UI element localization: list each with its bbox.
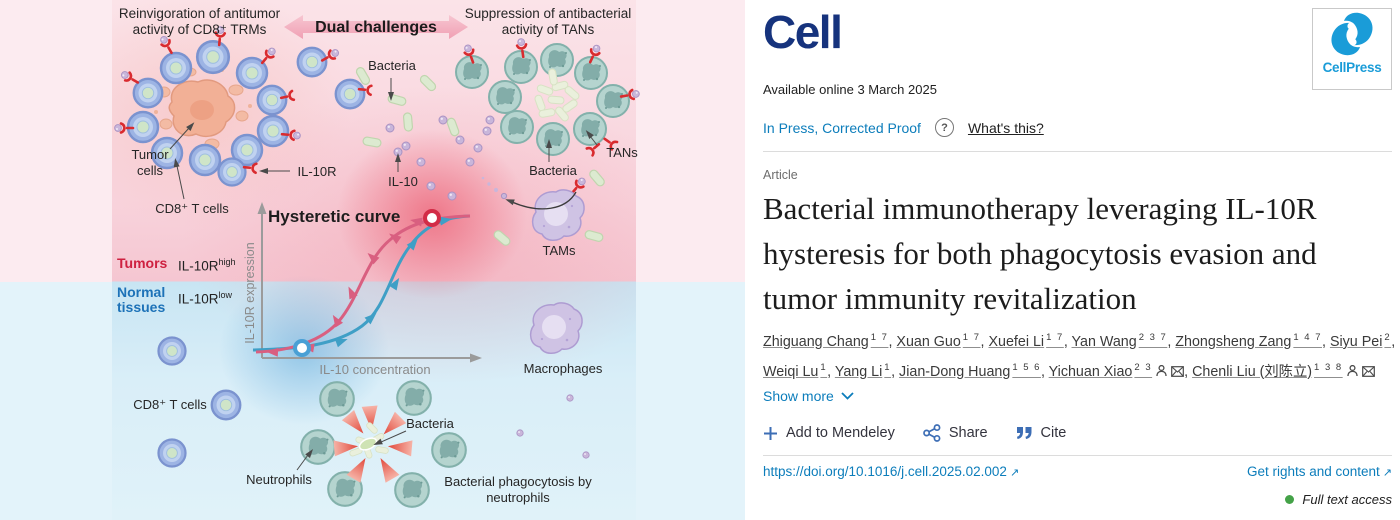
label-bacteria-bottom: Bacteria xyxy=(406,416,454,431)
y-axis-label: IL-10R expression xyxy=(243,242,257,344)
available-online-date: Available online 3 March 2025 xyxy=(763,82,937,97)
article-type-label: Article xyxy=(763,168,798,182)
x-axis-label: IL-10 concentration xyxy=(319,362,431,377)
envelope-icon xyxy=(1171,365,1185,377)
cell-journal-logo[interactable]: Cell xyxy=(763,6,843,58)
author-entry[interactable]: Yang Li 1 xyxy=(834,361,892,380)
label-tams: TAMs xyxy=(542,243,576,258)
external-link-icon: ↗ xyxy=(1382,467,1392,479)
tam-cell xyxy=(481,176,585,242)
get-rights-link[interactable]: Get rights and content ↗ xyxy=(1246,464,1392,479)
zone-normal-label: Normal tissues xyxy=(117,284,166,316)
low-state-marker xyxy=(293,339,311,357)
article-header-panel: Cell CellPress Available online 3 March … xyxy=(745,0,1400,520)
author-entry[interactable]: Yichuan Xiao 2 3 xyxy=(1049,362,1185,380)
share-icon xyxy=(922,424,941,442)
il10r-high-label: IL-10Rhigh xyxy=(178,257,236,274)
author-entry[interactable]: Jian-Dong Huang 1 5 6 xyxy=(899,361,1041,380)
abstract-figure xyxy=(0,15,745,508)
hysteresis-plot xyxy=(252,202,482,363)
label-il10: IL-10 xyxy=(388,174,418,189)
cite-button[interactable]: Cite xyxy=(1016,425,1067,441)
mendeley-label: Add to Mendeley xyxy=(786,425,895,441)
neutrophil-cluster xyxy=(300,380,467,508)
label-macrophages: Macrophages xyxy=(523,361,603,376)
cellpress-swirl-icon xyxy=(1331,12,1373,56)
graphical-abstract: Reinvigoration of antitumor activity of … xyxy=(0,0,745,520)
label-bacteria-mid: Bacteria xyxy=(529,163,577,178)
cellpress-logo-text: CellPress xyxy=(1322,60,1382,75)
person-icon xyxy=(1347,364,1358,376)
envelope-icon xyxy=(1361,365,1375,377)
label-pointers xyxy=(169,78,598,471)
label-neutrophils: Neutrophils xyxy=(246,472,312,487)
author-entry[interactable]: Yan Wang 2 3 7 xyxy=(1071,332,1168,350)
label-tans: TANs xyxy=(606,145,638,160)
divider-top xyxy=(763,151,1392,152)
headline-right: Suppression of antibacterial activity of… xyxy=(464,6,632,38)
article-title: Bacterial immunotherapy leveraging IL-10… xyxy=(763,191,1317,316)
share-label: Share xyxy=(948,425,988,441)
headline-left: Reinvigoration of antitumor activity of … xyxy=(118,6,281,38)
open-access-dot-icon xyxy=(1285,495,1295,504)
hysteretic-curve-title: Hysteretic curve xyxy=(268,207,401,226)
label-phagocytosis: Bacterial phagocytosis by neutrophils xyxy=(444,474,592,505)
il10r-low-label: IL-10Rlow xyxy=(178,290,233,307)
cite-label: Cite xyxy=(1040,425,1067,441)
in-press-link[interactable]: In Press, Corrected Proof xyxy=(763,119,921,136)
label-cd8-top: CD8⁺ T cells xyxy=(155,201,229,216)
author-entry[interactable]: Zhongsheng Zang 1 4 7 xyxy=(1175,332,1322,350)
chevron-down-icon xyxy=(841,392,854,400)
person-icon xyxy=(1156,364,1167,376)
plus-icon xyxy=(764,426,777,440)
author-entry[interactable]: Siyu Pei 2 xyxy=(1329,332,1392,350)
divider-bottom xyxy=(763,455,1392,456)
access-label: Full text access xyxy=(1302,492,1392,507)
author-list: Zhiguang Chang 1 7, Xuan Guo 1 7, Xuefei L… xyxy=(763,332,1396,380)
external-link-icon: ↗ xyxy=(1009,467,1020,479)
zone-tumors-label: Tumors xyxy=(117,255,168,271)
label-il10r: IL-10R xyxy=(297,164,337,179)
dual-challenges-label: Dual challenges xyxy=(315,19,437,36)
show-more-button[interactable]: Show more xyxy=(763,388,854,404)
cite-quote-icon xyxy=(1016,427,1032,439)
author-entry[interactable]: Xuefei Li 1 7 xyxy=(988,332,1064,350)
author-entry[interactable]: Xuan Guo 1 7 xyxy=(896,332,981,350)
author-entry[interactable]: Zhiguang Chang 1 7 xyxy=(763,332,889,350)
dual-challenges-banner-shape xyxy=(284,15,468,39)
author-entry[interactable]: Weiqi Lu 1 xyxy=(763,361,828,380)
label-bacteria-top: Bacteria xyxy=(368,58,416,73)
macrophage-cell xyxy=(529,302,583,355)
doi-link[interactable]: https://doi.org/10.1016/j.cell.2025.02.0… xyxy=(763,464,1020,479)
high-state-marker xyxy=(423,209,441,227)
add-to-mendeley-button[interactable]: Add to Mendeley xyxy=(763,425,895,441)
author-entry[interactable]: Chenli Liu (刘陈立) 1 3 8 xyxy=(1192,362,1375,380)
label-tumor-cells: Tumor cells xyxy=(131,147,169,178)
share-button[interactable]: Share xyxy=(922,424,988,442)
access-status: Full text access xyxy=(1285,492,1392,507)
cellpress-logo-box[interactable]: CellPress xyxy=(1312,8,1392,90)
question-circle-icon[interactable]: ? xyxy=(934,118,954,137)
whats-this-link[interactable]: What's this? xyxy=(967,119,1044,136)
show-more-label: Show more xyxy=(763,388,834,404)
label-cd8-bottom: CD8⁺ T cells xyxy=(133,397,207,412)
